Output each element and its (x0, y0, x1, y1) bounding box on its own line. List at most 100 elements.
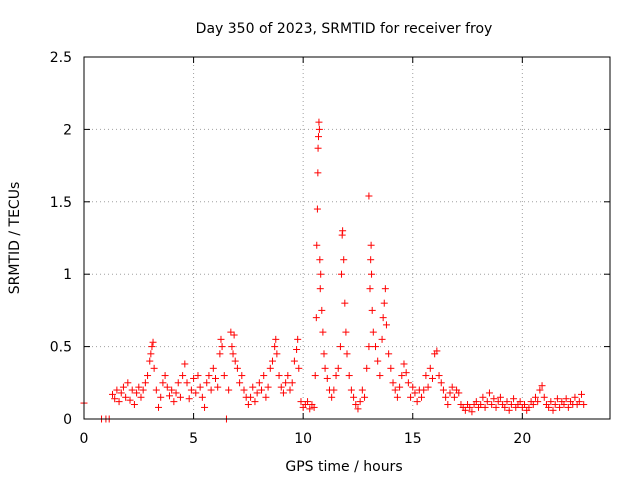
data-point (124, 379, 132, 387)
data-point (295, 364, 303, 372)
data-point (347, 386, 355, 394)
data-point (378, 335, 386, 343)
data-point (310, 403, 318, 411)
data-point (148, 343, 156, 351)
data-point (494, 398, 502, 406)
data-point (330, 386, 338, 394)
data-point (179, 372, 187, 380)
data-point (450, 393, 458, 401)
data-point (272, 335, 280, 343)
data-point (393, 393, 401, 401)
data-point (409, 383, 417, 391)
x-tick-label: 20 (513, 431, 531, 447)
data-point (161, 372, 169, 380)
data-point (122, 393, 130, 401)
data-point (244, 401, 252, 409)
data-point (288, 379, 296, 387)
data-point (149, 338, 157, 346)
data-point (152, 386, 160, 394)
data-point (428, 374, 436, 382)
data-point (209, 364, 217, 372)
data-point (516, 398, 524, 406)
grid-lines (84, 57, 610, 419)
data-point (262, 393, 270, 401)
x-axis-label: GPS time / hours (285, 459, 402, 475)
data-point (225, 386, 233, 394)
data-point (282, 379, 290, 387)
data-point (216, 350, 224, 358)
y-tick-label: 1 (63, 267, 72, 283)
data-point (229, 350, 237, 358)
data-point (168, 386, 176, 394)
data-point (217, 335, 225, 343)
data-point (264, 383, 272, 391)
x-tick-label: 0 (80, 431, 89, 447)
y-tick-label: 2 (63, 122, 72, 138)
data-point (260, 372, 268, 380)
data-point (144, 372, 152, 380)
data-point (238, 372, 246, 380)
data-point (133, 389, 141, 397)
data-point (212, 374, 219, 382)
data-point (444, 401, 452, 409)
data-point (334, 364, 342, 372)
data-point (201, 403, 209, 411)
data-point (540, 393, 548, 401)
data-point (368, 306, 376, 314)
y-tick-label: 0 (63, 412, 72, 428)
data-point (374, 357, 382, 365)
data-point (488, 401, 496, 409)
data-point (446, 389, 454, 397)
data-point (266, 364, 274, 372)
data-point (534, 398, 542, 406)
data-point (198, 393, 206, 401)
data-point (376, 372, 384, 380)
data-point (477, 401, 485, 409)
data-point (165, 392, 173, 400)
data-point (190, 374, 198, 382)
data-point (525, 403, 533, 411)
data-point (483, 398, 491, 406)
data-point (139, 386, 147, 394)
data-point (461, 406, 469, 414)
data-point (426, 364, 434, 372)
data-point (249, 383, 257, 391)
data-point (306, 405, 314, 413)
data-point (580, 401, 588, 409)
data-point (345, 372, 353, 380)
data-point (381, 285, 389, 293)
data-point (279, 389, 287, 397)
data-point (119, 383, 127, 391)
data-point (146, 357, 154, 365)
data-point (496, 393, 504, 401)
data-point (545, 403, 553, 411)
data-point (115, 398, 123, 406)
data-point (314, 169, 322, 177)
data-point (466, 403, 474, 411)
data-point (343, 350, 351, 358)
data-point (391, 386, 399, 394)
data-point (547, 398, 555, 406)
data-point (485, 389, 493, 397)
data-point (439, 386, 447, 394)
data-point (505, 406, 513, 414)
data-point (578, 390, 586, 398)
x-tick-label: 10 (294, 431, 312, 447)
data-point (564, 403, 572, 411)
data-point (400, 360, 408, 368)
data-point (163, 383, 171, 391)
data-point (323, 374, 331, 382)
data-point (361, 393, 369, 401)
data-point (472, 398, 480, 406)
data-point (433, 347, 441, 355)
data-point (313, 241, 321, 249)
data-point (117, 389, 125, 397)
data-point (413, 398, 421, 406)
data-point (318, 306, 326, 314)
data-point (575, 398, 583, 406)
data-point (396, 383, 404, 391)
data-point (130, 401, 138, 409)
data-point (174, 379, 182, 387)
data-point (240, 386, 248, 394)
data-point (255, 379, 263, 387)
